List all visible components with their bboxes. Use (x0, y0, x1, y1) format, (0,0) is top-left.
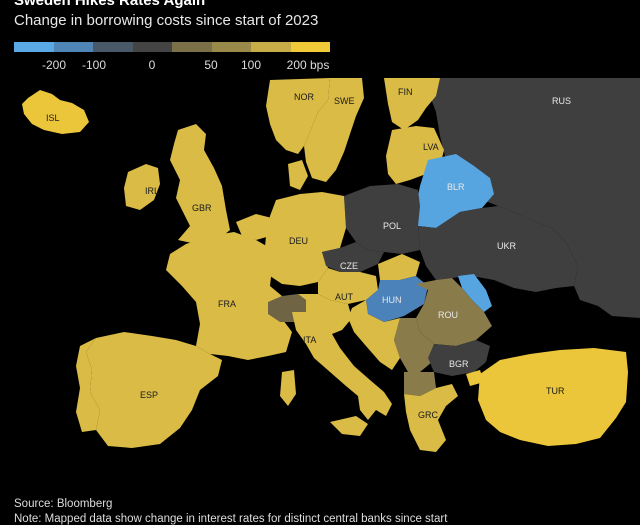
legend-swatch (211, 42, 251, 52)
country-esp (86, 332, 222, 448)
country-hun (366, 276, 428, 322)
label-fra: FRA (218, 299, 236, 309)
label-swe: SWE (334, 96, 355, 106)
label-aut: AUT (335, 292, 354, 302)
legend-tick: 200 bps (286, 58, 330, 72)
legend-swatch (290, 42, 330, 52)
country-isl (22, 90, 89, 134)
country-fin (384, 78, 440, 130)
label-pol: POL (383, 221, 401, 231)
label-ita: ITA (303, 335, 316, 345)
country-srb (394, 318, 434, 372)
legend-swatch (132, 42, 172, 52)
label-ukr: UKR (497, 241, 517, 251)
country-swe (304, 78, 364, 182)
island-sicily (330, 416, 368, 436)
legend-swatch (172, 42, 212, 52)
source-note: Source: Bloomberg (14, 498, 113, 510)
color-legend: -200 -100 0 50 100 200 bps (14, 42, 330, 74)
label-lva: LVA (423, 142, 439, 152)
label-gbr: GBR (192, 203, 212, 213)
footnote: Note: Mapped data show change in interes… (14, 513, 448, 525)
country-hrv (348, 300, 400, 370)
legend-swatch (14, 42, 54, 52)
label-nor: NOR (294, 92, 315, 102)
country-rus (430, 78, 640, 318)
label-grc: GRC (418, 410, 439, 420)
label-blr: BLR (447, 182, 465, 192)
country-benelux (236, 214, 272, 240)
country-mda (458, 274, 492, 312)
country-aut (318, 268, 378, 304)
legend-swatch (251, 42, 291, 52)
legend-color-bar (14, 42, 330, 52)
country-tur (478, 348, 628, 446)
country-blr (416, 154, 494, 228)
country-ita (292, 294, 392, 420)
country-mkd (404, 372, 436, 396)
map-svg: ISL NOR SWE FIN RUS IRL GBR LVA BLR POL … (0, 72, 640, 492)
legend-swatch (93, 42, 133, 52)
country-irl (124, 164, 160, 210)
europe-map: ISL NOR SWE FIN RUS IRL GBR LVA BLR POL … (0, 72, 640, 492)
label-deu: DEU (289, 236, 308, 246)
chart-subtitle: Change in borrowing costs since start of… (14, 12, 319, 29)
country-tur-thrace (466, 370, 484, 386)
country-labels: ISL NOR SWE FIN RUS IRL GBR LVA BLR POL … (46, 87, 571, 420)
legend-swatch (53, 42, 93, 52)
label-irl: IRL (145, 186, 159, 196)
label-rus: RUS (552, 96, 571, 106)
label-isl: ISL (46, 113, 60, 123)
island-sardinia (280, 370, 296, 406)
country-ukr (418, 206, 578, 292)
legend-tick: 100 (240, 58, 262, 72)
country-nor (266, 78, 330, 154)
chart-title: Sweden Hikes Rates Again (14, 0, 206, 9)
legend-tick: 0 (148, 58, 156, 72)
legend-tick: -100 (81, 58, 107, 72)
country-cze (322, 242, 384, 272)
legend-tick: -200 (41, 58, 67, 72)
country-pol (344, 184, 420, 254)
label-fin: FIN (398, 87, 413, 97)
country-bgr (428, 340, 490, 376)
country-rou (416, 278, 492, 346)
country-svk (378, 254, 420, 280)
country-grc (404, 384, 458, 452)
legend-tick: 50 (204, 58, 218, 72)
country-prt (76, 338, 100, 432)
label-tur: TUR (546, 386, 565, 396)
country-fra (166, 232, 292, 360)
label-bgr: BGR (449, 359, 469, 369)
label-rou: ROU (438, 310, 458, 320)
label-cze: CZE (340, 261, 358, 271)
label-esp: ESP (140, 390, 158, 400)
label-hun: HUN (382, 295, 402, 305)
country-gbr (170, 124, 230, 244)
legend-ticks: -200 -100 0 50 100 200 bps (14, 58, 330, 74)
country-dnk (288, 160, 308, 190)
